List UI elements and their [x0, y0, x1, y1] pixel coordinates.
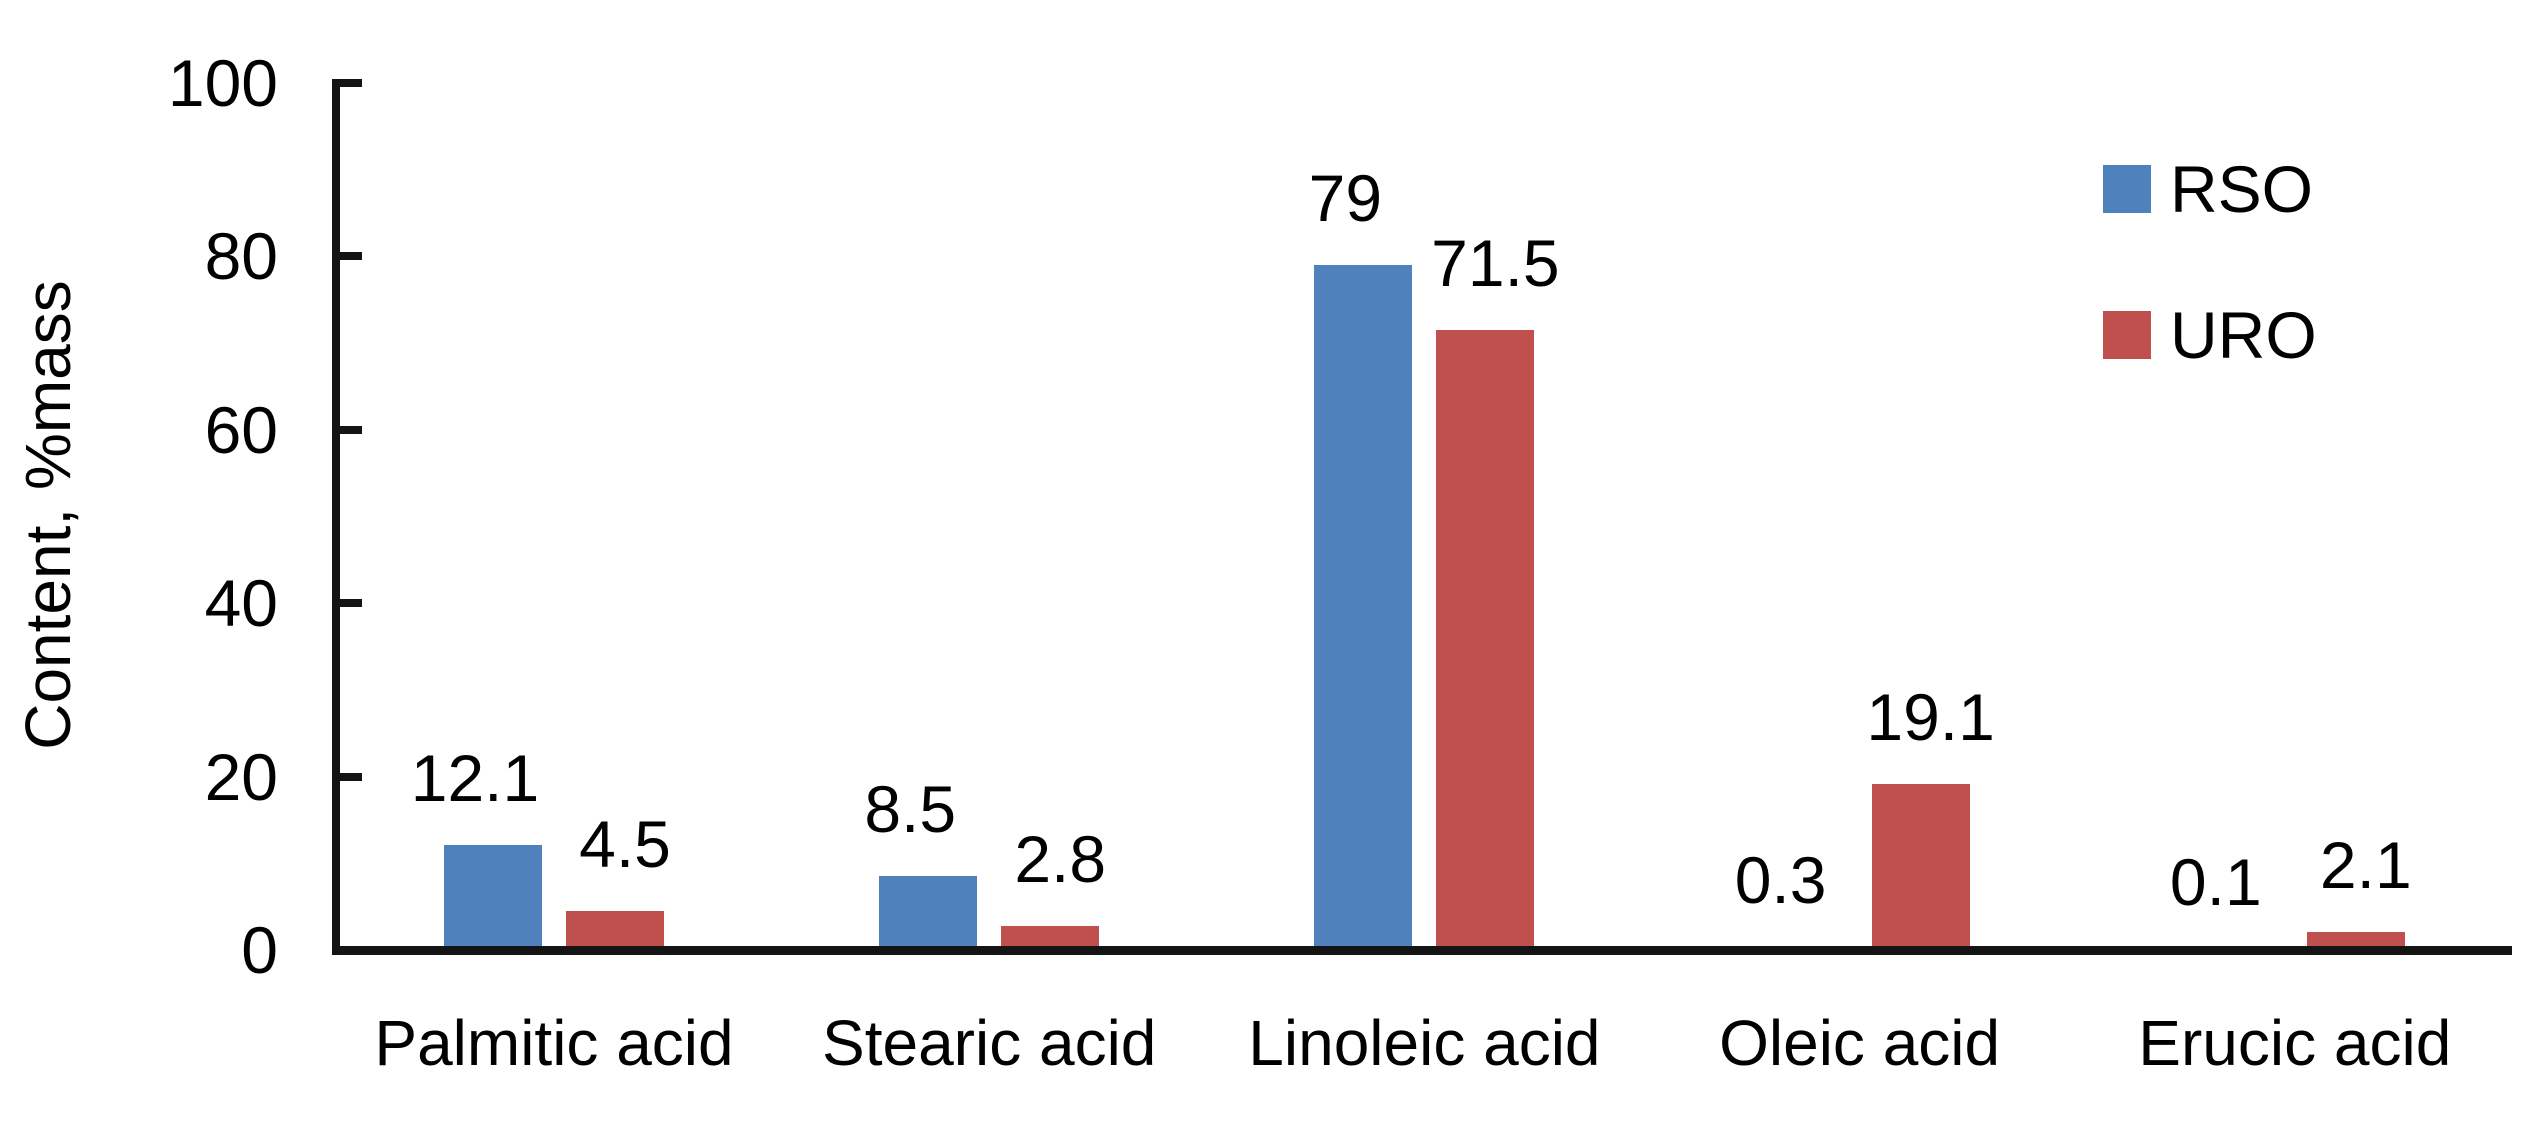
y-axis-tick-60	[340, 425, 362, 434]
x-axis-label-oleic-acid: Oleic acid	[1719, 1007, 2001, 1079]
value-label-uro-oleic-acid: 19.1	[1866, 680, 1995, 754]
bar-uro-palmitic-acid	[566, 911, 664, 950]
legend-swatch-uro	[2103, 311, 2151, 359]
bar-rso-stearic-acid	[879, 876, 978, 950]
legend-label-uro: URO	[2170, 298, 2317, 372]
value-label-rso-erucic-acid: 0.1	[2169, 845, 2262, 919]
bar-rso-linoleic-acid	[1314, 265, 1413, 950]
y-axis-tick-label-60: 60	[204, 392, 278, 467]
value-label-rso-palmitic-acid: 12.1	[410, 741, 540, 815]
y-axis-tick-label-0: 0	[241, 913, 278, 987]
value-label-uro-palmitic-acid: 4.5	[579, 807, 671, 881]
x-axis-label-linoleic-acid: Linoleic acid	[1248, 1007, 1601, 1079]
y-axis-tick-label-80: 80	[204, 219, 278, 294]
value-label-rso-linoleic-acid: 79	[1308, 161, 1383, 235]
bar-uro-linoleic-acid	[1436, 330, 1535, 950]
y-axis-tick-80	[340, 252, 362, 261]
x-axis-label-stearic-acid: Stearic acid	[822, 1007, 1157, 1079]
y-axis-tick-20	[340, 772, 362, 781]
bar-uro-erucic-acid	[2306, 932, 2405, 950]
x-axis-label-palmitic-acid: Palmitic acid	[374, 1007, 734, 1079]
y-axis-tick-label-40: 40	[204, 566, 278, 641]
x-axis-label-erucic-acid: Erucic acid	[2138, 1007, 2452, 1079]
y-axis-tick-label-20: 20	[204, 739, 278, 814]
y-axis-title: Content, %mass	[12, 280, 84, 750]
value-label-uro-stearic-acid: 2.8	[1014, 822, 1107, 896]
y-axis-tick-40	[340, 599, 362, 608]
legend-label-rso: RSO	[2170, 152, 2314, 226]
y-axis-tick-label-100: 100	[167, 46, 278, 120]
bar-rso-palmitic-acid	[444, 845, 542, 950]
y-axis-line	[332, 79, 340, 955]
value-label-uro-erucic-acid: 2.1	[2319, 828, 2412, 902]
x-axis-line	[332, 946, 2512, 955]
value-label-rso-oleic-acid: 0.3	[1734, 843, 1827, 917]
y-axis-tick-100	[340, 79, 362, 87]
value-label-rso-stearic-acid: 8.5	[864, 772, 957, 846]
legend-swatch-rso	[2103, 165, 2151, 213]
value-label-uro-linoleic-acid: 71.5	[1431, 226, 1560, 300]
bar-uro-oleic-acid	[1871, 784, 1970, 950]
